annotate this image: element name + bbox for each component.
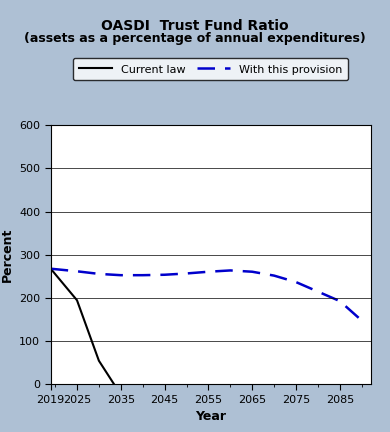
Text: OASDI  Trust Fund Ratio: OASDI Trust Fund Ratio	[101, 19, 289, 33]
Y-axis label: Percent: Percent	[1, 228, 14, 282]
Legend: Current law, With this provision: Current law, With this provision	[73, 58, 348, 80]
Text: (assets as a percentage of annual expenditures): (assets as a percentage of annual expend…	[24, 32, 366, 45]
X-axis label: Year: Year	[195, 410, 226, 423]
